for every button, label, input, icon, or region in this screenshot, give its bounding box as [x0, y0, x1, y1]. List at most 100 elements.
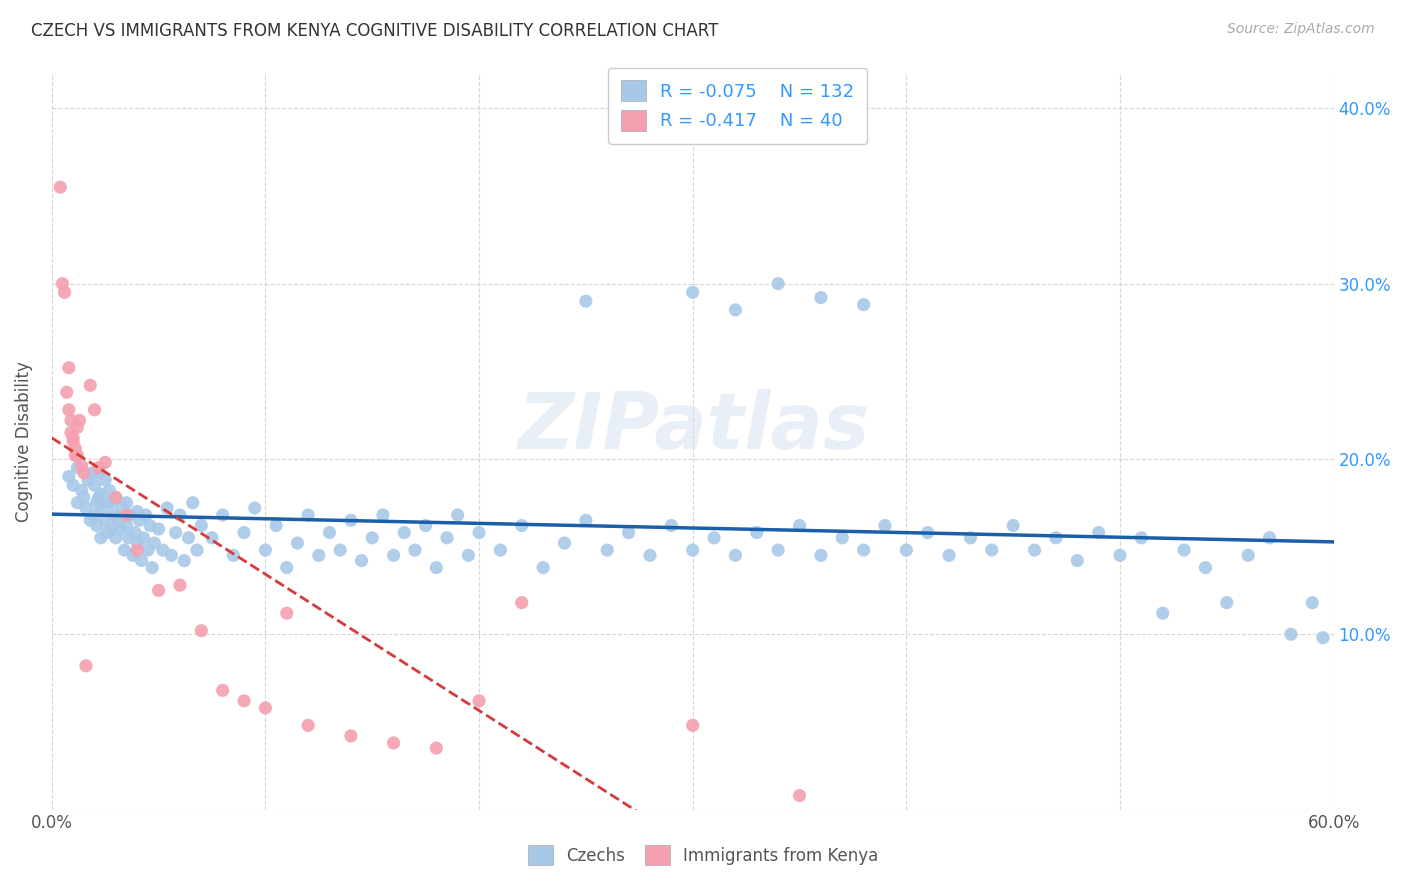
Point: [1045, 531, 1067, 545]
Text: ZIPatlas: ZIPatlas: [516, 389, 869, 465]
Point: [703, 531, 725, 545]
Point: [66, 449, 89, 463]
Point: [104, 491, 127, 505]
Point: [254, 543, 277, 558]
Point: [82, 466, 104, 480]
Point: [136, 543, 159, 558]
Point: [79, 378, 101, 392]
Point: [254, 701, 277, 715]
Point: [66, 420, 89, 434]
Point: [160, 549, 183, 563]
Point: [122, 549, 145, 563]
Point: [94, 455, 117, 469]
Point: [58, 402, 80, 417]
Point: [148, 583, 170, 598]
Point: [789, 518, 811, 533]
Point: [104, 491, 127, 505]
Point: [86, 518, 108, 533]
Point: [1024, 543, 1046, 558]
Point: [831, 531, 853, 545]
Point: [1301, 596, 1323, 610]
Y-axis label: Cognitive Disability: Cognitive Disability: [15, 361, 32, 522]
Point: [233, 525, 256, 540]
Point: [766, 277, 789, 291]
Point: [1216, 596, 1239, 610]
Point: [98, 483, 121, 498]
Point: [329, 543, 352, 558]
Point: [308, 549, 330, 563]
Point: [340, 513, 363, 527]
Point: [66, 496, 89, 510]
Point: [682, 543, 704, 558]
Point: [810, 549, 832, 563]
Point: [371, 508, 394, 522]
Point: [789, 789, 811, 803]
Point: [128, 513, 150, 527]
Point: [112, 543, 135, 558]
Point: [75, 658, 97, 673]
Point: [596, 543, 619, 558]
Point: [87, 460, 110, 475]
Point: [115, 508, 138, 522]
Point: [59, 413, 82, 427]
Point: [1152, 606, 1174, 620]
Point: [724, 549, 747, 563]
Point: [83, 402, 105, 417]
Point: [111, 501, 134, 516]
Point: [211, 683, 233, 698]
Point: [468, 525, 491, 540]
Point: [425, 741, 447, 756]
Point: [79, 513, 101, 527]
Point: [436, 531, 458, 545]
Point: [148, 522, 170, 536]
Point: [53, 285, 76, 300]
Point: [1194, 560, 1216, 574]
Point: [100, 522, 122, 536]
Point: [90, 487, 112, 501]
Point: [404, 543, 426, 558]
Point: [103, 508, 125, 522]
Point: [659, 518, 682, 533]
Point: [58, 469, 80, 483]
Point: [852, 298, 875, 312]
Point: [100, 496, 122, 510]
Point: [297, 718, 319, 732]
Point: [73, 491, 96, 505]
Point: [141, 560, 163, 574]
Point: [177, 531, 200, 545]
Point: [489, 543, 512, 558]
Point: [169, 578, 191, 592]
Point: [124, 525, 146, 540]
Point: [682, 718, 704, 732]
Point: [75, 501, 97, 516]
Point: [297, 508, 319, 522]
Point: [382, 549, 405, 563]
Point: [59, 425, 82, 440]
Point: [243, 501, 266, 516]
Point: [1312, 631, 1334, 645]
Point: [127, 536, 149, 550]
Point: [1237, 549, 1260, 563]
Point: [139, 518, 162, 533]
Point: [108, 522, 131, 536]
Point: [69, 413, 91, 427]
Point: [980, 543, 1002, 558]
Point: [276, 606, 298, 620]
Point: [959, 531, 981, 545]
Point: [575, 513, 598, 527]
Point: [457, 549, 479, 563]
Point: [1279, 627, 1302, 641]
Point: [938, 549, 960, 563]
Point: [96, 496, 118, 510]
Point: [127, 543, 149, 558]
Point: [201, 531, 224, 545]
Point: [118, 531, 141, 545]
Point: [1087, 525, 1109, 540]
Point: [468, 694, 491, 708]
Point: [132, 531, 155, 545]
Point: [83, 478, 105, 492]
Point: [211, 508, 233, 522]
Point: [120, 508, 142, 522]
Point: [107, 513, 129, 527]
Point: [49, 180, 72, 194]
